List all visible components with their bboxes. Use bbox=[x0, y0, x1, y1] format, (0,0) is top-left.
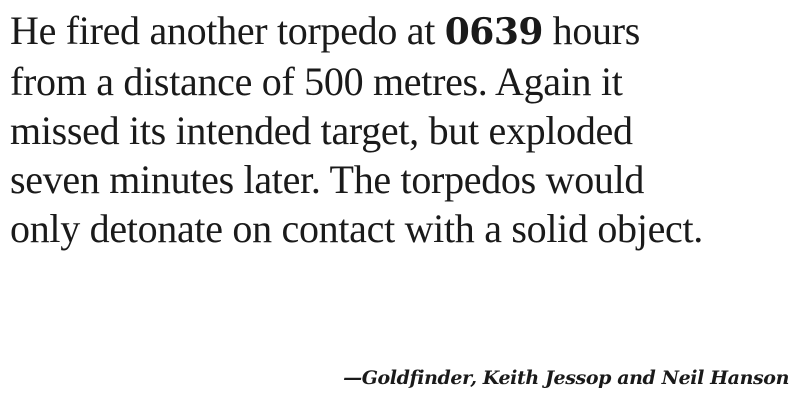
quote-line-1: He fired another torpedo at 0639 hours bbox=[10, 6, 790, 57]
quote-line-5: only detonate on contact with a solid ob… bbox=[10, 206, 703, 251]
quote-line-1-start: He fired another torpedo at bbox=[10, 8, 445, 53]
quote-attribution: —Goldfinder, Keith Jessop and Neil Hanso… bbox=[343, 367, 789, 389]
quote-line-3: missed its intended target, but exploded bbox=[10, 108, 633, 153]
highlighted-time: 0639 bbox=[444, 11, 544, 53]
quote-line-4: seven minutes later. The torpedos would bbox=[10, 157, 645, 202]
quote-passage: He fired another torpedo at 0639 hours f… bbox=[10, 6, 790, 253]
quote-line-2: from a distance of 500 metres. Again it bbox=[10, 59, 623, 104]
quote-line-1-end: hours bbox=[542, 8, 641, 53]
